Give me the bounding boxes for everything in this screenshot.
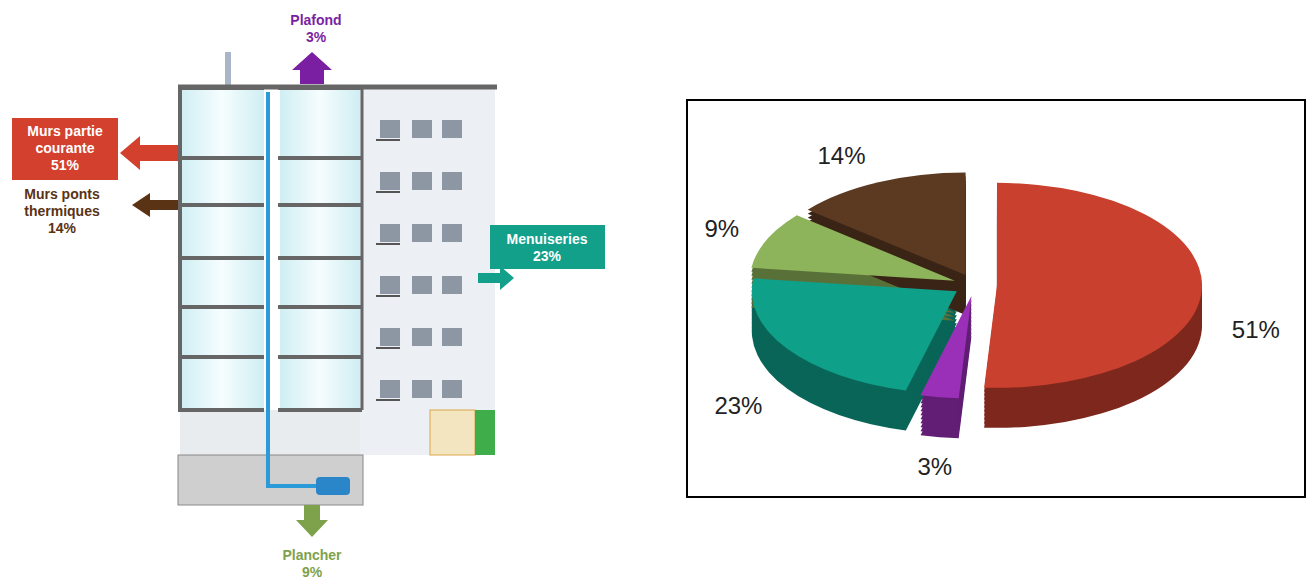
heat-loss-arrow (478, 266, 514, 290)
pie-slice (808, 173, 966, 276)
floor-slab (178, 203, 264, 207)
glass-left (180, 88, 264, 410)
floor-slab (178, 355, 264, 359)
window (412, 224, 432, 242)
floor-slab (178, 408, 264, 412)
diagram-label: 3% (306, 29, 327, 45)
diagram-label: Plafond (290, 12, 341, 28)
window (442, 120, 462, 138)
diagram-label: Murs ponts (24, 186, 100, 202)
data-label: 3% (917, 453, 952, 480)
facade (360, 88, 495, 455)
diagram-label: Plancher (282, 547, 342, 563)
balcony (376, 243, 400, 245)
balcony (376, 139, 400, 141)
window (412, 328, 432, 346)
diagram-label: Murs partie (27, 123, 103, 139)
canvas: Plafond3%Murs partiecourante51%Murs pont… (0, 0, 1309, 586)
window (380, 224, 400, 242)
data-label: 23% (714, 392, 762, 419)
heat-loss-arrow (132, 193, 178, 217)
diagram-label: 9% (302, 564, 323, 580)
pie-slices (751, 173, 1202, 439)
chart-frame (687, 100, 1305, 497)
pump (316, 477, 350, 495)
roof (178, 85, 497, 90)
window (380, 380, 400, 398)
window (412, 380, 432, 398)
wall (178, 86, 182, 410)
balcony (376, 295, 400, 297)
diagram-label: thermiques (24, 203, 100, 219)
basement (178, 455, 363, 505)
heat-loss-arrow (292, 52, 332, 84)
building (178, 52, 497, 505)
window (380, 276, 400, 294)
data-labels: 51% 3% 23% 9% 14% (704, 142, 1279, 481)
diagram-label: 23% (533, 248, 562, 264)
antenna (225, 52, 231, 86)
balcony (376, 191, 400, 193)
label-box (490, 225, 605, 269)
diagram-label: 14% (48, 220, 77, 236)
floor-slab (278, 408, 362, 412)
window (442, 172, 462, 190)
garden (475, 410, 495, 455)
data-label: 14% (818, 142, 866, 169)
window (380, 172, 400, 190)
window (412, 120, 432, 138)
floor-slab (278, 203, 362, 207)
data-label: 9% (704, 215, 739, 242)
shop (430, 410, 475, 455)
wall (361, 86, 364, 410)
label-box (12, 118, 118, 180)
window (442, 276, 462, 294)
pie-slice (752, 278, 957, 390)
floor-slab (278, 355, 362, 359)
heat-loss-arrow (120, 136, 178, 170)
floor-slab (278, 256, 362, 260)
window (380, 120, 400, 138)
glass-right (280, 88, 360, 410)
pipe (268, 92, 318, 486)
data-label: 51% (1232, 316, 1280, 343)
window (442, 224, 462, 242)
window (412, 172, 432, 190)
window (380, 328, 400, 346)
diagram-label: 51% (51, 157, 80, 173)
floor-slab (278, 305, 362, 309)
window (442, 380, 462, 398)
diagram-label: Menuiseries (507, 231, 588, 247)
window (442, 328, 462, 346)
window (412, 276, 432, 294)
floor-slab (178, 305, 264, 309)
diagram-label: courante (35, 140, 94, 156)
floor-slab (178, 156, 264, 160)
heat-loss-arrow (296, 505, 328, 537)
balcony (376, 347, 400, 349)
floor-slab (278, 156, 362, 160)
pie-slice (984, 183, 1202, 388)
floor-slab (178, 256, 264, 260)
balcony (376, 399, 400, 401)
